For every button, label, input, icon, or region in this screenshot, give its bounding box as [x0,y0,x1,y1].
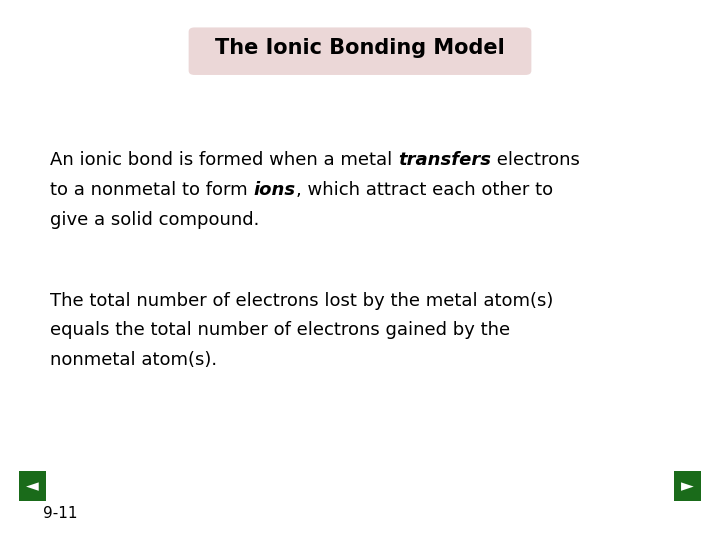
Text: ◄: ◄ [26,477,39,495]
Text: electrons: electrons [491,151,580,169]
Text: equals the total number of electrons gained by the: equals the total number of electrons gai… [50,321,510,339]
Text: transfers: transfers [398,151,492,169]
Text: ions: ions [253,181,296,199]
Text: , which attract each other to: , which attract each other to [296,181,553,199]
Text: An ionic bond is formed when a metal: An ionic bond is formed when a metal [50,151,398,169]
FancyBboxPatch shape [189,28,531,75]
Text: 9-11: 9-11 [43,506,78,521]
Text: The Ionic Bonding Model: The Ionic Bonding Model [215,38,505,58]
Text: give a solid compound.: give a solid compound. [50,211,260,228]
FancyBboxPatch shape [674,471,701,501]
Text: ►: ► [681,477,694,495]
Text: to a nonmetal to form: to a nonmetal to form [50,181,253,199]
FancyBboxPatch shape [19,471,46,501]
Text: nonmetal atom(s).: nonmetal atom(s). [50,351,217,369]
Text: The total number of electrons lost by the metal atom(s): The total number of electrons lost by th… [50,292,554,309]
